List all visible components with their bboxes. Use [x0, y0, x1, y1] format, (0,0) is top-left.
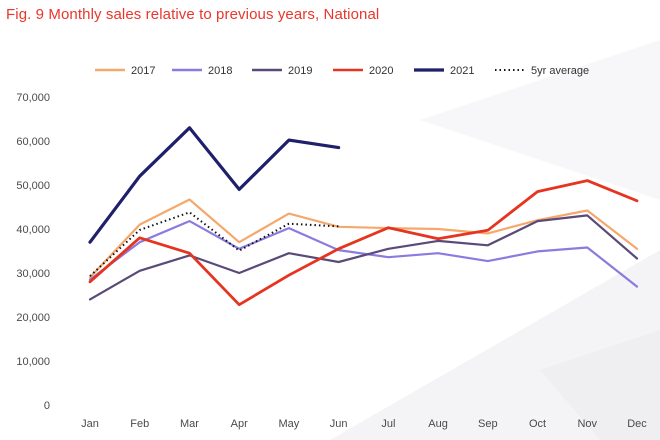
y-tick-label: 60,000	[16, 136, 50, 148]
x-tick-label: Sep	[478, 418, 498, 430]
x-tick-label: Mar	[180, 418, 199, 430]
series-line-2021	[88, 126, 341, 244]
legend-label-2021: 2021	[450, 65, 474, 77]
legend-label-5yr-average: 5yr average	[531, 65, 589, 77]
x-tick-label: Jan	[81, 418, 99, 430]
chart-title: Fig. 9 Monthly sales relative to previou…	[6, 6, 380, 23]
legend-label-2017: 2017	[131, 65, 155, 77]
legend-label-2019: 2019	[288, 65, 312, 77]
y-tick-label: 0	[44, 400, 50, 412]
x-tick-label: Nov	[577, 418, 597, 430]
series-line-2017	[88, 198, 639, 279]
x-tick-label: Apr	[231, 418, 248, 430]
x-tick-label: Jul	[381, 418, 395, 430]
y-tick-label: 30,000	[16, 268, 50, 280]
x-tick-label: Aug	[428, 418, 448, 430]
y-tick-label: 10,000	[16, 356, 50, 368]
x-tick-label: May	[279, 418, 300, 430]
legend-label-2020: 2020	[369, 65, 393, 77]
y-tick-label: 40,000	[16, 224, 50, 236]
x-tick-label: Dec	[627, 418, 647, 430]
series-line-2019	[88, 214, 639, 301]
y-tick-label: 20,000	[16, 312, 50, 324]
y-tick-label: 50,000	[16, 180, 50, 192]
series-line-2018	[88, 220, 639, 288]
legend-label-2018: 2018	[208, 65, 232, 77]
x-tick-label: Feb	[130, 418, 149, 430]
x-tick-label: Jun	[330, 418, 348, 430]
series-line-2020	[88, 179, 639, 307]
x-tick-label: Oct	[529, 418, 546, 430]
series-line-5yr-average	[89, 211, 339, 277]
y-tick-label: 70,000	[16, 92, 50, 104]
